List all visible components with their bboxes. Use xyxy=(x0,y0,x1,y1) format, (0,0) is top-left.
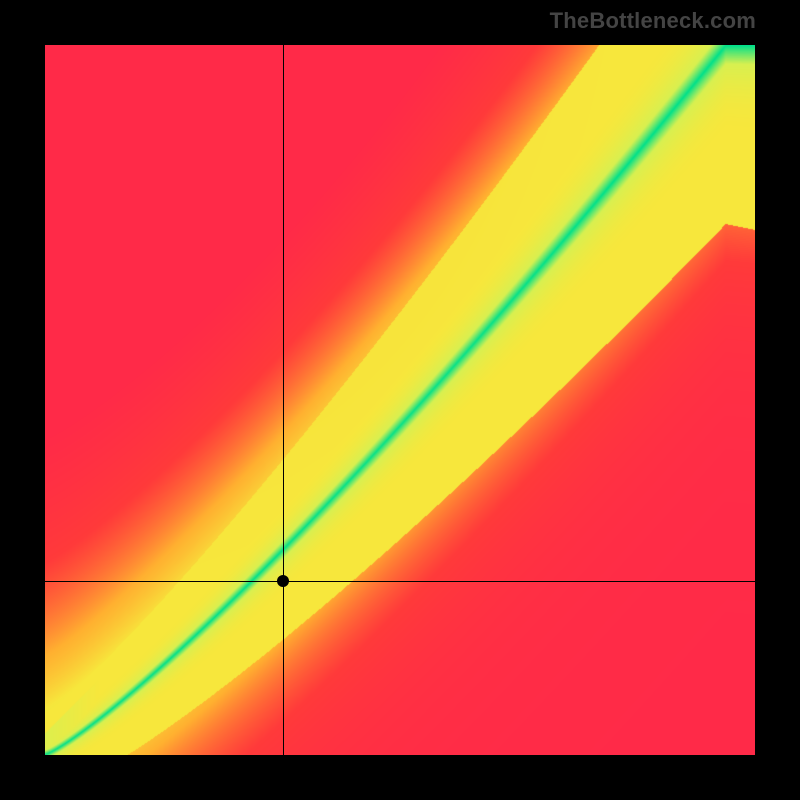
chart-outer: TheBottleneck.com xyxy=(0,0,800,800)
crosshair-marker xyxy=(277,575,289,587)
crosshair-vertical xyxy=(283,45,284,755)
heatmap-canvas xyxy=(45,45,755,755)
watermark-text: TheBottleneck.com xyxy=(550,8,756,34)
plot-area xyxy=(45,45,755,755)
crosshair-horizontal xyxy=(45,581,755,582)
